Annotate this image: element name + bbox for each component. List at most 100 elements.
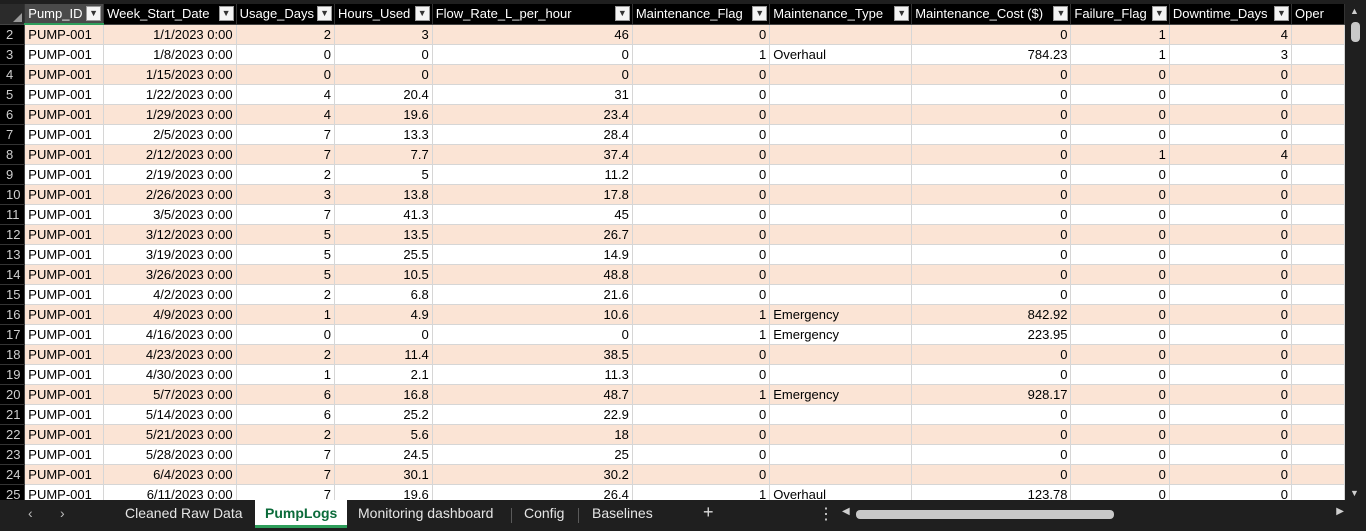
cell[interactable]: [1291, 364, 1345, 385]
cell[interactable]: [1291, 204, 1345, 225]
row-number[interactable]: 24: [0, 464, 26, 485]
filter-dropdown-icon[interactable]: ▼: [1053, 6, 1069, 21]
cell[interactable]: 14.9: [432, 244, 633, 265]
cell[interactable]: PUMP-001: [24, 184, 105, 205]
cell[interactable]: 0: [1169, 224, 1293, 245]
cell[interactable]: 784.23: [911, 44, 1072, 65]
cell[interactable]: PUMP-001: [24, 204, 105, 225]
cell[interactable]: 4: [1169, 24, 1293, 45]
cell[interactable]: 0: [1169, 484, 1293, 500]
row-number[interactable]: 23: [0, 444, 26, 465]
cell[interactable]: 0: [632, 344, 771, 365]
cell[interactable]: [1291, 464, 1345, 485]
cell[interactable]: 0: [911, 24, 1072, 45]
row-number[interactable]: 21: [0, 404, 26, 425]
cell[interactable]: [1291, 444, 1345, 465]
row-number[interactable]: 25: [0, 484, 26, 500]
cell[interactable]: 0: [1070, 304, 1170, 325]
cell[interactable]: 0: [911, 364, 1072, 385]
cell[interactable]: [1291, 424, 1345, 445]
cell[interactable]: 1/29/2023 0:00: [103, 104, 237, 125]
cell[interactable]: 48.7: [432, 384, 633, 405]
cell[interactable]: 3: [236, 184, 336, 205]
cell[interactable]: 16.8: [334, 384, 433, 405]
cell[interactable]: PUMP-001: [24, 224, 105, 245]
cell[interactable]: 26.4: [432, 484, 633, 500]
cell[interactable]: 0: [1070, 124, 1170, 145]
cell[interactable]: 4/16/2023 0:00: [103, 324, 237, 345]
cell[interactable]: 4/2/2023 0:00: [103, 284, 237, 305]
cell[interactable]: [769, 84, 913, 105]
cell[interactable]: 2: [236, 24, 336, 45]
cell[interactable]: 0: [911, 124, 1072, 145]
cell[interactable]: 0: [632, 444, 771, 465]
cell[interactable]: 4: [236, 104, 336, 125]
cell[interactable]: 5.6: [334, 424, 433, 445]
cell[interactable]: PUMP-001: [24, 144, 105, 165]
cell[interactable]: 0: [632, 144, 771, 165]
column-header[interactable]: Maintenance_Type ▼: [769, 4, 913, 25]
filter-dropdown-icon[interactable]: ▼: [317, 6, 333, 21]
cell[interactable]: 10.6: [432, 304, 633, 325]
cell[interactable]: 0: [236, 324, 336, 345]
filter-dropdown-icon[interactable]: ▼: [752, 6, 768, 21]
cell[interactable]: 37.4: [432, 144, 633, 165]
cell[interactable]: 0: [1070, 444, 1170, 465]
cell[interactable]: 0: [632, 64, 771, 85]
cell[interactable]: 0: [1070, 344, 1170, 365]
cell[interactable]: [1291, 384, 1345, 405]
cell[interactable]: PUMP-001: [24, 64, 105, 85]
cell[interactable]: 3: [1169, 44, 1293, 65]
cell[interactable]: [769, 284, 913, 305]
cell[interactable]: [769, 204, 913, 225]
vertical-scroll-thumb[interactable]: [1351, 22, 1360, 42]
cell[interactable]: 0: [1070, 424, 1170, 445]
cell[interactable]: 0: [1169, 344, 1293, 365]
cell[interactable]: 0: [1169, 284, 1293, 305]
row-number[interactable]: 13: [0, 244, 26, 265]
column-header[interactable]: Pump_ID ▼: [24, 4, 105, 25]
cell[interactable]: 46: [432, 24, 633, 45]
cell[interactable]: 0: [911, 64, 1072, 85]
cell[interactable]: 20.4: [334, 84, 433, 105]
cell[interactable]: 6.8: [334, 284, 433, 305]
cell[interactable]: 0: [1070, 84, 1170, 105]
cell[interactable]: [1291, 244, 1345, 265]
cell[interactable]: 0: [1070, 484, 1170, 500]
cell[interactable]: 0: [1070, 384, 1170, 405]
cell[interactable]: 0: [1070, 404, 1170, 425]
cell[interactable]: PUMP-001: [24, 124, 105, 145]
cell[interactable]: [1291, 144, 1345, 165]
cell[interactable]: 0: [1169, 304, 1293, 325]
cell[interactable]: 0: [334, 324, 433, 345]
row-number[interactable]: 8: [0, 144, 26, 165]
cell[interactable]: 0: [1070, 264, 1170, 285]
cell[interactable]: PUMP-001: [24, 44, 105, 65]
cell[interactable]: 30.2: [432, 464, 633, 485]
cell[interactable]: 0: [911, 164, 1072, 185]
cell[interactable]: 24.5: [334, 444, 433, 465]
cell[interactable]: 7: [236, 464, 336, 485]
cell[interactable]: 3/12/2023 0:00: [103, 224, 237, 245]
cell[interactable]: 0: [1169, 364, 1293, 385]
cell[interactable]: 7: [236, 144, 336, 165]
cell[interactable]: 5: [236, 264, 336, 285]
cell[interactable]: 0: [1169, 264, 1293, 285]
cell[interactable]: 0: [911, 464, 1072, 485]
cell[interactable]: 2.1: [334, 364, 433, 385]
vertical-scrollbar[interactable]: ▲ ▼: [1345, 4, 1366, 500]
cell[interactable]: PUMP-001: [24, 344, 105, 365]
cell[interactable]: 13.5: [334, 224, 433, 245]
cell[interactable]: [769, 424, 913, 445]
cell[interactable]: 11.3: [432, 364, 633, 385]
row-number[interactable]: 5: [0, 84, 26, 105]
cell[interactable]: [769, 144, 913, 165]
cell[interactable]: 0: [911, 224, 1072, 245]
cell[interactable]: [1291, 24, 1345, 45]
cell[interactable]: [1291, 304, 1345, 325]
cell[interactable]: [1291, 224, 1345, 245]
tab-pumplogs[interactable]: PumpLogs: [255, 500, 348, 528]
scroll-right-arrow-icon[interactable]: ▶: [1336, 506, 1344, 517]
column-header[interactable]: Usage_Days ▼: [236, 4, 336, 25]
tab-baselines[interactable]: Baselines: [582, 500, 663, 528]
